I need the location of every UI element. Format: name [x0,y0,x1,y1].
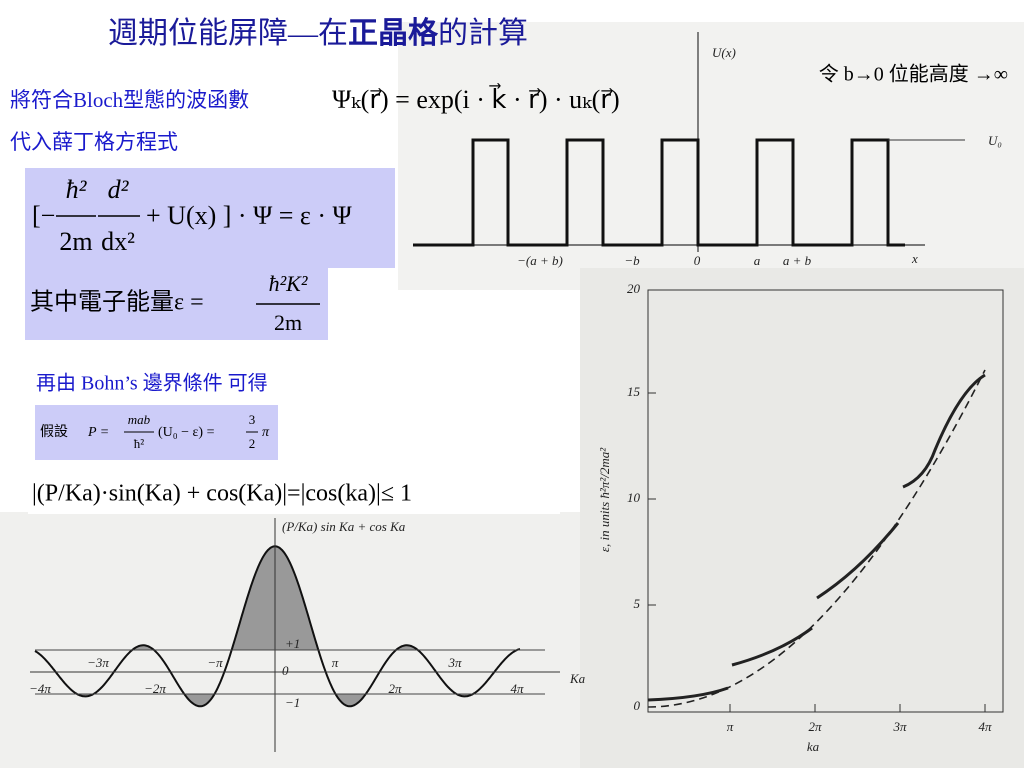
title-end: 的計算 [438,17,528,50]
band-4 [902,373,986,489]
kp-lower-tick: −2π [144,681,166,696]
kp-y-tick: 0 [282,663,289,678]
free-electron-curve [647,369,986,708]
energy-y-tick: 0 [634,698,641,713]
potential-tick: −b [624,253,640,268]
potential-figure-bg [398,22,1024,290]
title-regular: 週期位能屏障—在 [108,17,348,50]
next-line: 代入薛丁格方程式 [10,130,178,154]
eq-hbar2: ħ² [66,175,88,204]
kp-lower-tick: 2π [388,681,402,696]
energy-figure-bg [580,268,1024,768]
assume-label: 假設 [40,424,68,440]
title-bold: 正晶格 [348,17,439,50]
energy-frame [647,289,1004,713]
potential-level: U₀ [988,133,1002,148]
eq-d2: d² [108,175,130,204]
kp-ticks: +1 0 −1 −3π −π π 3π −4π −2π 2π 4π [29,636,524,710]
assume-box [35,405,278,460]
kp-y-tick: +1 [285,636,300,651]
assume-denominator: ħ² [134,436,145,451]
band-2 [731,626,813,667]
kp-upper-tick: −π [207,655,223,670]
kp-upper-tick: 3π [447,655,462,670]
energy-x-tick: π [727,719,734,734]
boundary: 再由 Bohn’s 邊界條件 可得 [36,372,268,395]
kp-upper-tick: −3π [87,655,109,670]
energy-y-tick: 5 [634,596,641,611]
eq-dx2: dx² [101,227,135,256]
title: 週期位能屏障—在正晶格的計算 [108,17,528,50]
potential-tick: a + b [783,253,812,268]
kp-y-tick: −1 [285,695,300,710]
assume-pi: π [262,425,270,440]
condition-box [28,476,560,514]
kp-lower-tick: 4π [510,681,524,696]
kp-curve-label: (P/Ka) sin Ka + cos Ka [282,519,406,534]
assume-numerator: mab [128,412,151,427]
limit-note: 令 b→0 位能高度 →∞ [819,63,1008,86]
eq-rest: + U(x) ] · Ψ = ε · Ψ [146,201,352,230]
energy-ticks: 20 15 10 5 0 π 2π 3π 4π [627,281,992,734]
potential-x-label: x [911,251,918,266]
potential-tick: 0 [694,253,701,268]
energy-x-label: ka [807,739,820,754]
kp-lower-tick: −4π [29,681,51,696]
energy-y-tick: 15 [627,384,641,399]
potential-tick: a [754,253,761,268]
energy-numerator: ħ²K² [269,271,308,296]
potential-ticks: −(a + b) −b 0 a a + b [517,253,811,268]
energy-y-tick: 20 [627,281,641,296]
energy-denominator: 2m [274,310,302,335]
condition: |(P/Ka)·sin(Ka) + cos(Ka)|=|cos(ka)|≤ 1 [32,481,412,507]
energy-y-tick: 10 [627,490,641,505]
schrodinger-box [25,168,395,268]
eq-2m: 2m [59,227,92,256]
kp-upper-tick: π [332,655,339,670]
potential-wave [413,138,905,247]
assume-p: P = [87,425,109,440]
energy-x-tick: 4π [978,719,992,734]
energy-x-tick: 2π [808,719,822,734]
kp-curve [34,545,521,708]
bloch-equation: Ψₖ(r⃗) = exp(i · k⃗ · r⃗) · uₖ(r⃗) [332,83,620,114]
bloch-text: 將符合Bloch型態的波函數 [10,88,249,112]
energy-x-tick: 3π [892,719,907,734]
potential-y-label: U(x) [712,45,736,60]
band-1 [647,686,729,702]
eq-open: [− [32,201,55,230]
potential-tick: −(a + b) [517,253,563,268]
band-3 [816,522,900,600]
assume-den2: 2 [249,436,256,451]
assume-num2: 3 [249,412,256,427]
energy-label: 其中電子能量ε = [30,289,204,316]
energy-y-label: ε, in units ħ²π²/2ma² [597,447,612,552]
kp-x-label: Ka [569,671,586,686]
assume-middle: (U₀ − ε) = [158,425,215,440]
